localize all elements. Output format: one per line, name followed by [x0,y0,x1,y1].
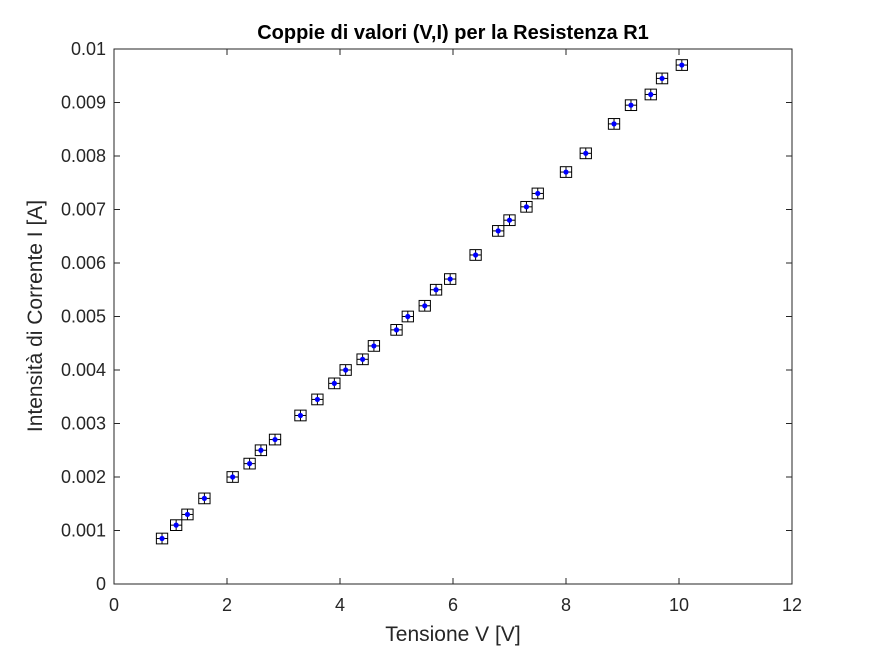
data-point [371,343,377,349]
y-tick-label: 0.006 [61,253,106,273]
data-point [173,522,179,528]
x-tick-label: 6 [448,595,458,615]
data-point [433,287,439,293]
data-point [201,495,207,501]
data-point [523,204,530,210]
data-point [393,327,400,333]
data-point [648,91,654,98]
x-tick-label: 0 [109,595,119,615]
x-tick-label: 12 [782,595,802,615]
plot-area [114,49,792,584]
data-point [422,303,428,309]
data-point [611,121,617,127]
x-axis-label: Tensione V [V] [385,623,520,646]
data-point [506,217,513,223]
data-point [258,447,264,453]
data-point [247,461,253,467]
x-tick-label: 10 [669,595,689,615]
y-tick-label: 0.01 [71,39,106,59]
data-point [343,367,349,373]
y-tick-label: 0.004 [61,360,106,380]
y-tick-label: 0.002 [61,467,106,487]
x-tick-label: 8 [561,595,571,615]
data-point [535,190,541,197]
y-tick-label: 0 [96,574,106,594]
x-tick-label: 2 [222,595,232,615]
y-tick-label: 0.001 [61,521,106,541]
data-point [659,75,665,82]
data-point [563,169,569,175]
y-axis-ticks: 0 0.001 0.002 0.003 0.004 0.005 0.006 0.007 0.00… [61,39,792,594]
data-point-layer [159,62,685,542]
x-axis-ticks: 0 2 4 6 8 10 12 [109,49,802,615]
data-point [297,412,304,419]
y-tick-label: 0.005 [61,307,106,327]
data-point [473,252,479,258]
data-point [184,511,191,518]
data-point [447,276,453,282]
data-point [230,474,236,480]
data-point [583,150,589,156]
data-point [628,102,634,108]
chart-title: Coppie di valori (V,I) per la Resistenza… [257,22,649,44]
y-tick-label: 0.003 [61,414,106,434]
data-point [405,313,411,320]
data-point [331,380,337,386]
data-point [495,228,501,234]
data-point [272,436,278,443]
y-tick-label: 0.009 [61,93,106,113]
y-tick-label: 0.007 [61,200,106,220]
y-axis-label: Intensità di Corrente I [A] [24,200,47,432]
data-point [314,396,320,403]
x-tick-label: 4 [335,595,345,615]
data-point [679,62,685,68]
y-tick-label: 0.008 [61,146,106,166]
data-point [360,356,366,362]
data-point [159,535,165,542]
